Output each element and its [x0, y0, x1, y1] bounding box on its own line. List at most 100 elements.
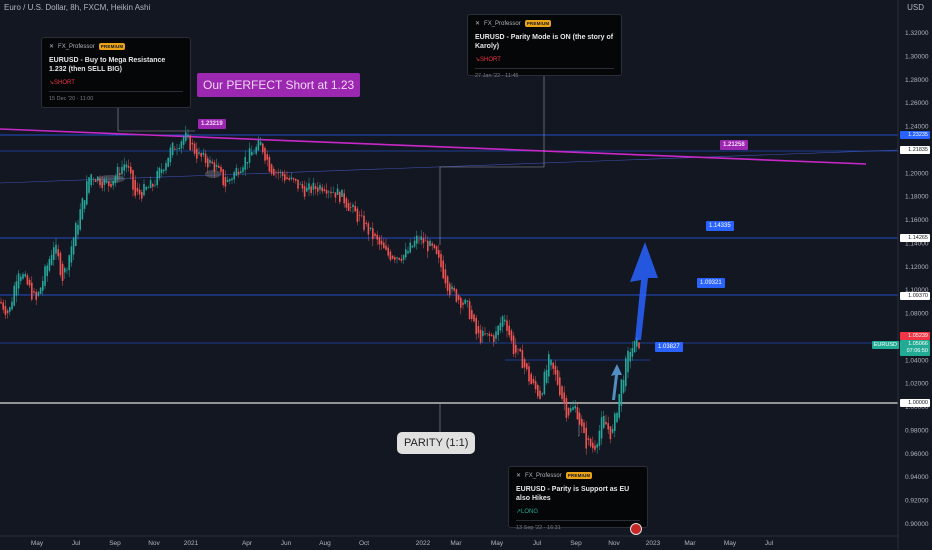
- axis-badge-parity[interactable]: 1.00000: [900, 399, 930, 407]
- candle: [253, 153, 255, 155]
- candle: [372, 228, 374, 240]
- candle: [26, 275, 29, 285]
- candle: [605, 421, 607, 425]
- candle: [189, 135, 191, 151]
- candle: [391, 255, 394, 259]
- candle: [548, 354, 550, 377]
- candle: [587, 438, 590, 440]
- candle: [72, 237, 75, 255]
- candle: [50, 254, 53, 265]
- level-price-label-2[interactable]: 1.09321: [697, 278, 725, 288]
- candle: [517, 348, 519, 350]
- candle: [288, 178, 290, 180]
- candle: [473, 314, 475, 322]
- candle: [17, 273, 20, 289]
- price-tick-label: 1.32000: [905, 30, 929, 37]
- current-price: 1.05066: [908, 341, 928, 347]
- candle: [609, 426, 612, 440]
- candle: [182, 136, 185, 145]
- axis-badge-red[interactable]: 1.05239: [900, 332, 930, 340]
- level-price-label-1[interactable]: 1.14335: [706, 221, 734, 231]
- candle: [187, 134, 189, 137]
- candle: [405, 249, 407, 258]
- price-tick-label: 0.92000: [905, 498, 929, 505]
- candle: [378, 237, 381, 245]
- level-price-label-3[interactable]: 1.03827: [655, 342, 683, 352]
- candle: [2, 302, 4, 310]
- candle: [145, 186, 147, 190]
- price-tick-label: 1.08000: [905, 311, 929, 318]
- symbol-badge[interactable]: EURUSD: [871, 341, 899, 349]
- idea-date: 27 Jan '22 · 11:45: [475, 72, 519, 79]
- time-axis[interactable]: May Jul Sep Nov 2021 Apr Jun Aug Oct 2022 Mar May Ju…: [31, 540, 774, 547]
- trendline-price-label[interactable]: 1.21258: [720, 140, 748, 150]
- candle: [295, 178, 297, 181]
- short-callout[interactable]: Our PERFECT Short at 1.23: [197, 73, 361, 97]
- descending-trendline[interactable]: [0, 128, 867, 165]
- axis-badge-1-23235[interactable]: 1.23235: [900, 131, 930, 139]
- time-tick-label: 2023: [646, 540, 661, 547]
- candle: [284, 174, 286, 181]
- idea-card-3[interactable]: ✕ FX_Professor PREMIUM EURUSD - Parity is …: [508, 466, 648, 531]
- idea-2-connector: [439, 76, 545, 245]
- candle: [453, 287, 455, 291]
- candle: [136, 187, 139, 192]
- candle: [218, 165, 220, 168]
- axis-badge-1-21835[interactable]: 1.21835: [900, 146, 930, 154]
- candle: [251, 152, 253, 156]
- candle: [451, 286, 453, 290]
- candle: [466, 300, 469, 302]
- candle: [600, 417, 603, 439]
- candle: [462, 302, 464, 305]
- candle: [424, 240, 427, 242]
- candle: [345, 198, 348, 208]
- eu-flag-icon[interactable]: [630, 523, 642, 535]
- candle: [493, 335, 495, 342]
- candle: [94, 179, 97, 183]
- candle: [200, 153, 202, 157]
- chart-title: Euro / U.S. Dollar, 8h, FXCM, Heikin Ash…: [4, 3, 151, 12]
- candle: [101, 181, 103, 189]
- candle: [422, 238, 425, 244]
- candle: [196, 148, 198, 159]
- candle: [297, 179, 299, 189]
- candle: [330, 191, 332, 194]
- axis-badge-1-09370[interactable]: 1.09370: [900, 292, 930, 300]
- candle: [121, 166, 123, 175]
- highlight-ellipse: [97, 175, 125, 183]
- time-tick-label: Mar: [450, 540, 462, 547]
- idea-title[interactable]: EURUSD - Buy to Mega Resistance 1.232 (t…: [49, 57, 166, 74]
- axis-badge-1-14265[interactable]: 1.14265: [900, 234, 930, 242]
- idea-card-1[interactable]: ✕ FX_Professor PREMIUM EURUSD - Buy to Meg…: [41, 37, 191, 108]
- idea-title[interactable]: EURUSD - Parity Mode is ON (the story of…: [475, 34, 614, 51]
- price-axis[interactable]: 1.320001.300001.280001.260001.240001.220…: [905, 30, 929, 528]
- candle: [64, 268, 66, 273]
- candle: [616, 413, 618, 423]
- idea-card-2[interactable]: ✕ FX_Professor PREMIUM EURUSD - Parity Mod…: [467, 14, 622, 79]
- peak-price-label[interactable]: 1.23219: [198, 119, 226, 129]
- candle: [398, 257, 400, 260]
- parity-label[interactable]: PARITY (1:1): [397, 432, 476, 454]
- time-tick-label: Nov: [608, 540, 620, 547]
- candle: [504, 319, 506, 322]
- small-up-arrow[interactable]: [611, 364, 622, 400]
- current-price-badge[interactable]: 1.05066 07:06:50: [900, 340, 930, 357]
- candle: [361, 215, 363, 217]
- big-up-arrow[interactable]: [630, 242, 658, 340]
- candle: [33, 291, 35, 293]
- candle: [46, 265, 48, 277]
- price-tick-label: 1.10000: [905, 287, 929, 294]
- currency-label[interactable]: USD: [907, 3, 924, 12]
- bar-countdown: 07:06:50: [906, 348, 928, 355]
- idea-title[interactable]: EURUSD - Parity is Support as EU also Hi…: [516, 486, 630, 503]
- candle: [312, 182, 315, 190]
- ascending-trendline[interactable]: [0, 149, 899, 184]
- candle: [154, 184, 156, 186]
- candle: [389, 251, 392, 261]
- price-tick-label: 1.04000: [905, 357, 929, 364]
- time-tick-label: Nov: [148, 540, 160, 547]
- candle: [559, 377, 561, 396]
- candle: [215, 165, 218, 167]
- candle: [314, 186, 317, 189]
